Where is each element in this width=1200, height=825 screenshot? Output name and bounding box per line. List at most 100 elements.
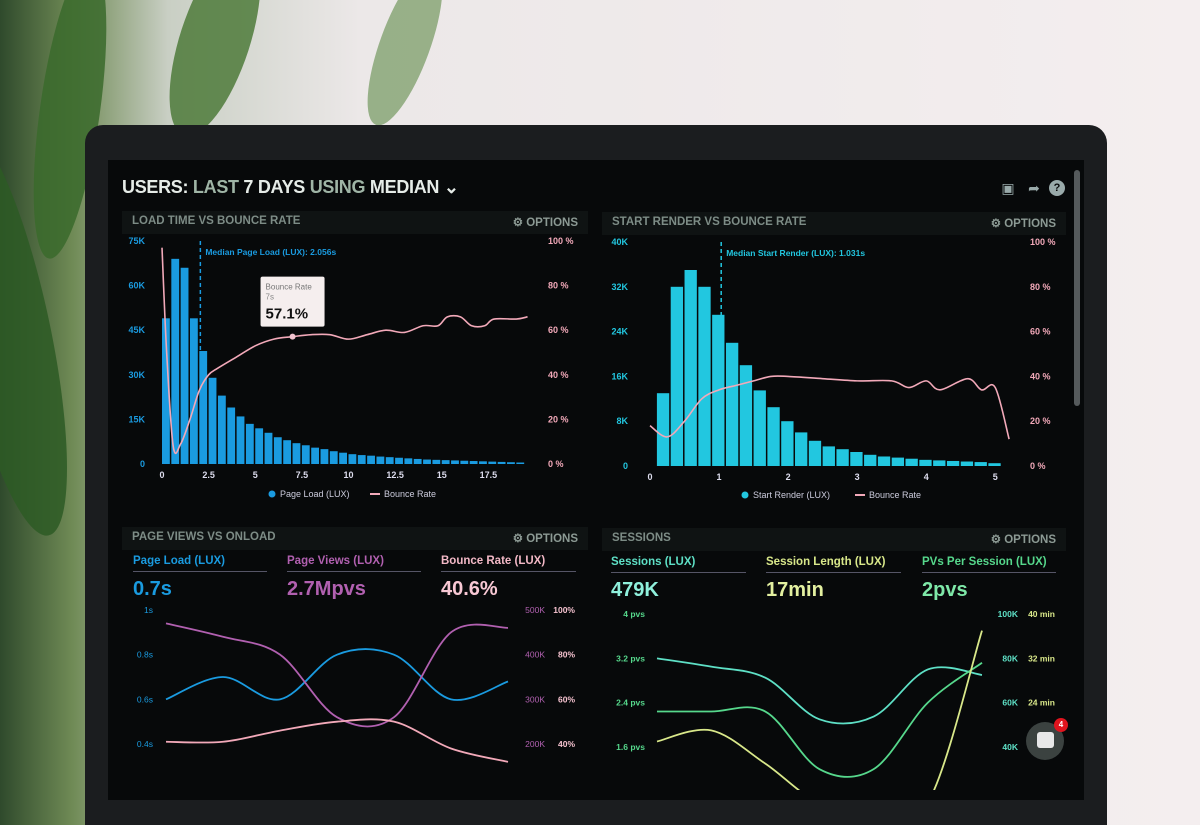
histogram-bar [516, 462, 525, 464]
histogram-bar [767, 407, 780, 466]
monitor-icon[interactable]: ▣ [1001, 180, 1015, 196]
x-tick: 3 [855, 472, 860, 482]
kpi-label: PVs Per Session (LUX) [922, 556, 1056, 573]
x-tick: 7.5 [296, 470, 309, 480]
series-line [656, 657, 983, 725]
median-annotation: Median Start Render (LUX): 1.031s [726, 248, 865, 258]
histogram-bar [507, 462, 515, 464]
panel-title: PAGE VIEWS VS ONLOAD [132, 531, 276, 543]
options-button[interactable]: ⚙ OPTIONS [990, 534, 1056, 546]
histogram-bar [451, 460, 459, 464]
histogram-bar [413, 458, 422, 464]
y-tick-right: 40% [558, 739, 575, 749]
y-tick-right: 20 % [548, 414, 569, 424]
histogram-bar [488, 461, 497, 464]
histogram-bar [339, 452, 347, 464]
y-tick-right: 60 % [548, 325, 569, 335]
kpi-value: 2.7Mpvs [287, 578, 366, 600]
histogram-bar [808, 440, 822, 466]
options-button[interactable]: ⚙ OPTIONS [990, 218, 1056, 230]
y-tick-left: 2.4 pvs [616, 698, 645, 708]
options-label: OPTIONS [526, 217, 578, 229]
histogram-bar [441, 460, 450, 464]
y-tick-left: 0 [140, 459, 145, 469]
kpi-value: 40.6% [441, 578, 498, 600]
y-tick-left: 0.8s [137, 650, 153, 660]
y-tick-right: 0 % [548, 459, 564, 469]
y-tick-left: 1.6 pvs [616, 742, 645, 752]
y-tick-left: 0.6s [137, 694, 153, 704]
histogram-bar [469, 461, 478, 464]
panel-header-load-time: LOAD TIME VS BOUNCE RATE ⚙ OPTIONS [122, 211, 588, 234]
histogram-bar [217, 395, 226, 464]
tooltip-value: 57.1% [266, 306, 309, 323]
y-tick-right: 100 % [548, 236, 574, 246]
page-title[interactable]: USERS: LAST 7 DAYS USING MEDIAN ⌄ [122, 177, 459, 198]
x-tick: 4 [924, 472, 929, 482]
y-tick-right: 400K [525, 650, 545, 660]
scrollbar[interactable] [1074, 170, 1080, 406]
y-tick-left: 0 [623, 461, 628, 471]
x-tick: 5 [253, 470, 258, 480]
x-tick: 5 [993, 472, 998, 482]
series-line [656, 662, 983, 778]
histogram-bar [850, 452, 863, 466]
x-tick: 0 [647, 472, 652, 482]
histogram-bar [367, 455, 375, 464]
dashboard-screen: USERS: LAST 7 DAYS USING MEDIAN ⌄ ▣ ➦ ? … [108, 160, 1084, 800]
notification-badge: 4 [1054, 718, 1068, 732]
y-tick-right: 80% [558, 650, 575, 660]
share-icon[interactable]: ➦ [1028, 180, 1040, 196]
kpi-value: 2pvs [922, 579, 968, 601]
x-tick: 1 [717, 472, 722, 482]
histogram-bar [432, 459, 441, 464]
chevron-down-icon[interactable]: ⌄ [443, 177, 459, 197]
kpi-value: 479K [611, 579, 659, 601]
histogram-bar [795, 432, 808, 466]
kpi-label: Session Length (LUX) [766, 556, 901, 573]
y-tick-left: 32K [611, 282, 628, 292]
y-tick-right: 100 % [1030, 237, 1056, 247]
y-tick-right: 60% [558, 694, 575, 704]
y-tick-right: 40 % [1030, 371, 1051, 381]
histogram-bar [283, 440, 292, 464]
histogram-bar [236, 416, 245, 464]
y-tick-left: 4 pvs [623, 609, 645, 619]
histogram-bar [385, 457, 394, 464]
histogram-bar [189, 318, 198, 464]
tooltip-x: 7s [266, 293, 274, 302]
legend-entry: Start Render (LUX) [753, 490, 830, 500]
histogram-bar [725, 342, 739, 466]
histogram-bar [497, 461, 506, 464]
kpi-value: 0.7s [133, 578, 172, 600]
y-tick-left: 24K [611, 327, 628, 337]
x-tick: 0 [159, 470, 164, 480]
kpi-label: Page Views (LUX) [287, 555, 421, 572]
histogram-bar [180, 267, 189, 464]
histogram-bar [905, 458, 918, 466]
y-tick-right: 60 % [1030, 327, 1051, 337]
histogram-bar [162, 318, 170, 464]
histogram-bar [301, 445, 310, 464]
bounce-rate-line [161, 247, 528, 455]
legend-entry: Page Load (LUX) [280, 489, 350, 499]
histogram-bar [423, 459, 431, 464]
legend-entry: Bounce Rate [384, 489, 436, 499]
histogram-bar [822, 446, 835, 466]
histogram-bar [245, 423, 254, 464]
histogram-bar [946, 460, 960, 466]
x-tick: 2 [786, 472, 791, 482]
options-button[interactable]: ⚙ OPTIONS [512, 533, 578, 545]
y-tick-right: 100K [998, 609, 1019, 619]
histogram-bar [781, 421, 794, 466]
help-icon[interactable]: ? [1049, 180, 1065, 196]
histogram-bar [264, 432, 273, 464]
panel-title: SESSIONS [612, 532, 671, 544]
options-button[interactable]: ⚙ OPTIONS [512, 217, 578, 229]
charts-layer: Median Page Load (LUX): 2.056s 0 15K 30K 45K… [128, 236, 1056, 790]
title-part: 7 DAYS [243, 177, 305, 197]
title-part: LAST [192, 177, 239, 197]
panel-header-sessions: SESSIONS ⚙ OPTIONS [602, 528, 1066, 551]
kpi-value: 17min [766, 579, 824, 601]
legend-entry: Bounce Rate [869, 490, 921, 500]
